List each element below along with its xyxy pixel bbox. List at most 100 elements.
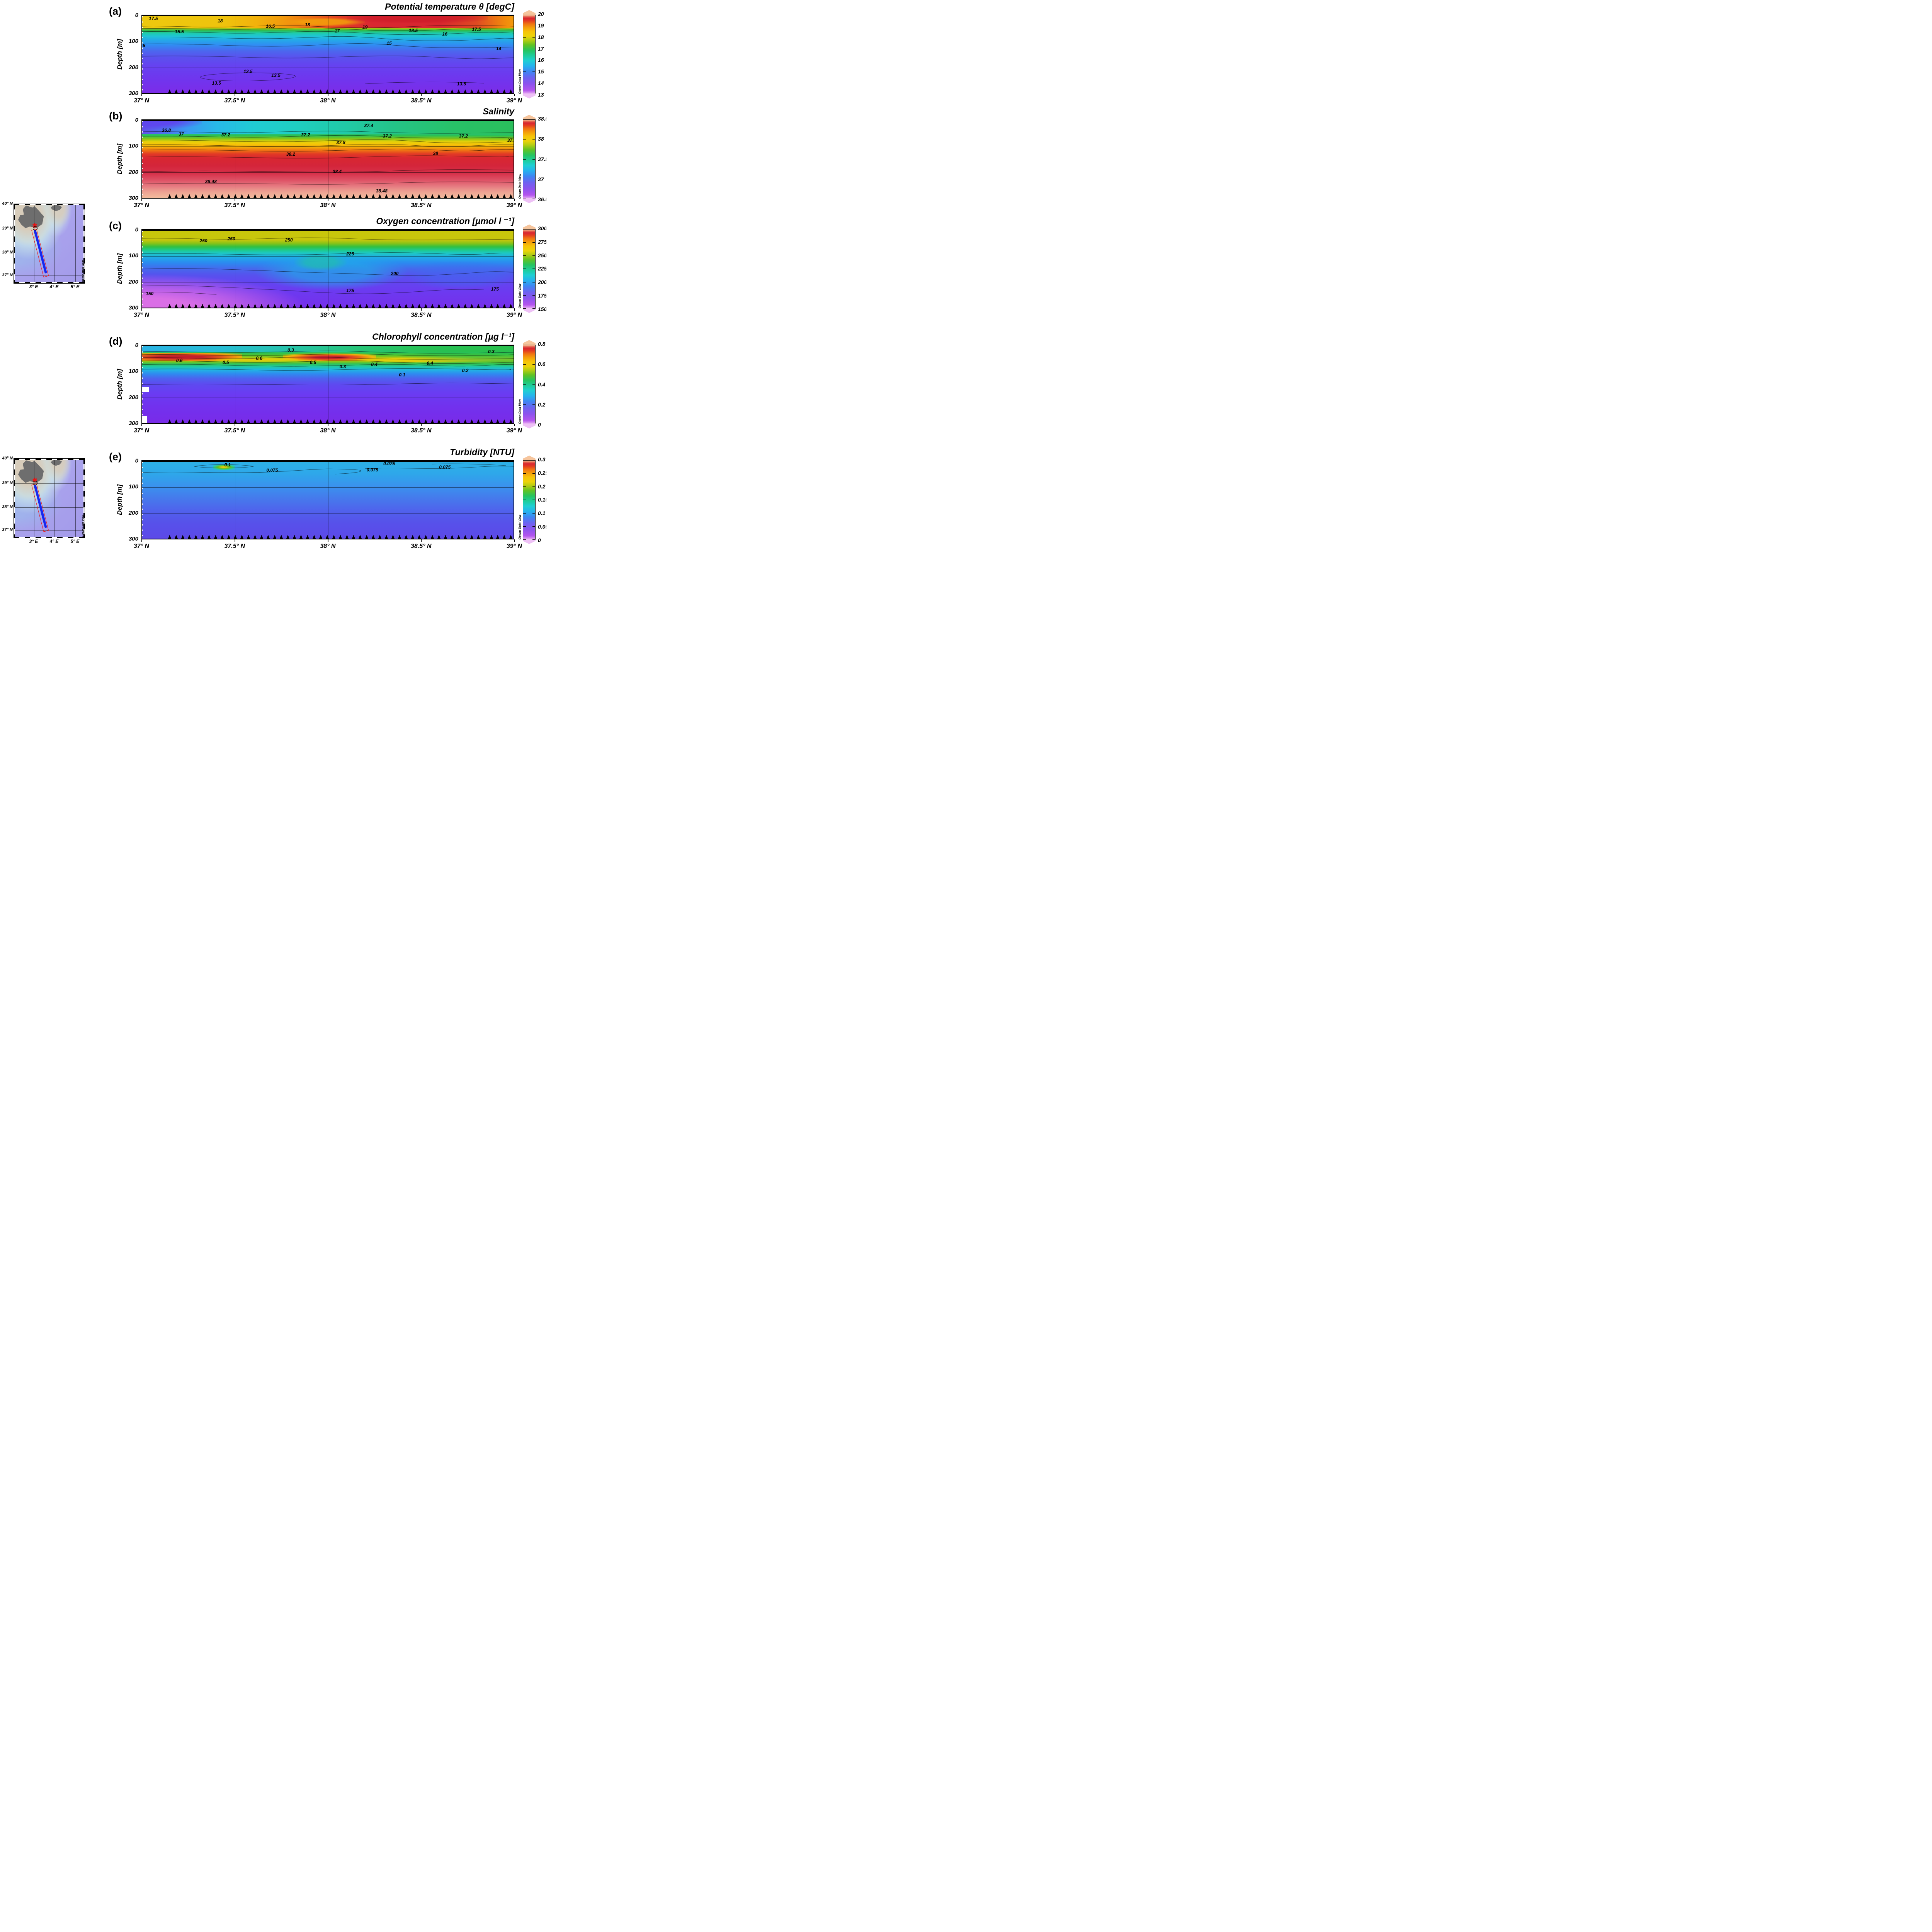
station-triangle-icon xyxy=(227,89,231,93)
frame-dashes xyxy=(14,204,85,205)
station-triangle-icon xyxy=(240,419,244,423)
y-tick-label: 300 xyxy=(128,420,138,427)
station-triangle-icon xyxy=(325,535,329,539)
station-triangle-icon xyxy=(378,535,381,539)
station-triangle-icon xyxy=(188,419,191,423)
station-markers xyxy=(168,89,513,93)
station-triangle-icon xyxy=(181,535,185,539)
y-axis-ticks: 0 100 200 300 xyxy=(124,226,138,311)
panel-e: (e) Turbidity [NTU] Depth [m] 0 100 200 300… xyxy=(0,446,546,550)
station-triangle-icon xyxy=(227,194,231,198)
station-triangle-icon xyxy=(371,194,375,198)
colorbar-tick-label: 15 xyxy=(538,68,544,75)
map-lat-labels: 40° N 39° N 38° N 37° N xyxy=(0,456,13,537)
colorbar-d: 0.8 0.6 0.4 0.2 0 Ocean Data View xyxy=(518,340,545,429)
x-tick-label: 39° N xyxy=(506,427,522,434)
y-axis-ticks: 0 100 200 300 xyxy=(124,342,138,427)
panel-letter-a: (a) xyxy=(109,5,122,17)
map-lat-label: 40° N xyxy=(2,456,13,461)
map-lon-label: 3° E xyxy=(29,284,38,289)
station-triangle-icon xyxy=(286,419,289,423)
panel-title-a: Potential temperature θ [degC] xyxy=(385,2,514,12)
y-axis-ticks: 0 100 200 300 xyxy=(124,117,138,201)
station-triangle-icon xyxy=(358,419,362,423)
station-triangle-icon xyxy=(496,304,500,308)
station-triangle-icon xyxy=(201,89,204,93)
station-triangle-icon xyxy=(175,194,178,198)
contour-labels: 17.5 18 16.5 15.5 5 18 17 19 18.5 15 16 17.5 14 13.5 1… xyxy=(142,16,514,93)
contour-labels: 0.3 0.3 0.6 0.5 0.6 0.5 0.3 0.4 0.4 0.1 0.2 xyxy=(142,346,514,423)
station-triangle-icon xyxy=(338,194,342,198)
station-triangle-icon xyxy=(483,304,486,308)
colorbar-tick-label: 0.1 xyxy=(538,510,546,517)
contour-label: 175 xyxy=(346,288,354,294)
station-triangle-icon xyxy=(378,419,381,423)
station-triangle-icon xyxy=(207,194,211,198)
map-grid-line xyxy=(75,459,76,538)
station-triangle-icon xyxy=(181,419,185,423)
station-triangle-icon xyxy=(214,89,218,93)
x-axis-tickmarks xyxy=(141,539,515,542)
contour-label: 0.2 xyxy=(462,367,469,373)
station-triangle-icon xyxy=(384,419,388,423)
station-triangle-icon xyxy=(496,419,500,423)
station-triangle-icon xyxy=(319,89,322,93)
station-triangle-icon xyxy=(306,419,309,423)
station-markers xyxy=(168,194,513,198)
colorbar-labels: 20 19 18 17 16 15 14 13 xyxy=(538,11,544,97)
y-axis-label: Depth [m] xyxy=(116,39,123,70)
turbidity-field xyxy=(142,462,514,539)
colorbar-tick-label: 0 xyxy=(538,537,541,543)
station-triangle-icon xyxy=(437,304,440,308)
station-triangle-icon xyxy=(338,419,342,423)
station-triangle-icon xyxy=(345,304,349,308)
colorbar-tick-label: 0.3 xyxy=(538,456,546,463)
station-triangle-icon xyxy=(221,419,224,423)
x-axis-ticks: 37° N 37.5° N 38° N 38.5° N 39° N xyxy=(134,543,522,550)
map-lat-label: 39° N xyxy=(2,226,13,231)
station-triangle-icon xyxy=(503,89,506,93)
y-tick-label: 200 xyxy=(128,394,138,401)
y-tick-label: 300 xyxy=(128,90,138,97)
contour-label: 16 xyxy=(442,31,447,37)
station-triangle-icon xyxy=(260,419,264,423)
contour-labels: 36.8 37 37.2 37.2 37.4 37.2 37.8 37.2 37 38.2 38 38… xyxy=(142,121,514,198)
y-tick-label: 100 xyxy=(128,368,138,375)
station-triangle-icon xyxy=(490,304,493,308)
colorbar-tick-label: 0.25 xyxy=(538,469,546,476)
x-tick-label: 38° N xyxy=(320,312,336,318)
colorbar-tick-label: 150 xyxy=(538,306,546,312)
station-triangle-icon xyxy=(411,419,414,423)
station-triangle-icon xyxy=(404,194,408,198)
contour-label: 19 xyxy=(362,24,368,30)
station-triangle-icon xyxy=(188,304,191,308)
station-triangle-icon xyxy=(181,194,185,198)
colorbar-tick-label: 200 xyxy=(538,279,546,286)
station-triangle-icon xyxy=(470,535,473,539)
x-tick-label: 38.5° N xyxy=(410,543,432,549)
panel-title-c: Oxygen concentration [µmol l ⁻¹] xyxy=(376,216,514,226)
frame-dashes xyxy=(14,282,85,283)
station-triangle-icon xyxy=(280,535,283,539)
station-triangle-icon xyxy=(476,194,480,198)
map-lon-label: 4° E xyxy=(49,539,59,544)
station-triangle-icon xyxy=(332,304,335,308)
contour-label: 17.5 xyxy=(149,15,158,21)
contour-label: 18.5 xyxy=(408,27,418,33)
station-triangle-icon xyxy=(260,535,264,539)
station-triangle-icon xyxy=(240,89,244,93)
station-triangle-icon xyxy=(483,535,486,539)
station-triangle-icon xyxy=(345,194,349,198)
colorbar-tick-label: 0.15 xyxy=(538,497,546,503)
x-tick-label: 38° N xyxy=(320,543,336,549)
station-triangle-icon xyxy=(227,304,231,308)
station-triangle-icon xyxy=(273,535,277,539)
x-axis-tickmarks xyxy=(141,424,515,426)
y-tick-label: 0 xyxy=(135,342,138,349)
station-triangle-icon xyxy=(352,535,355,539)
station-triangle-icon xyxy=(444,194,447,198)
colorbar-tick-label: 18 xyxy=(538,34,544,40)
y-tick-label: 100 xyxy=(128,252,138,259)
station-triangle-icon xyxy=(437,535,440,539)
station-triangle-icon xyxy=(424,535,427,539)
